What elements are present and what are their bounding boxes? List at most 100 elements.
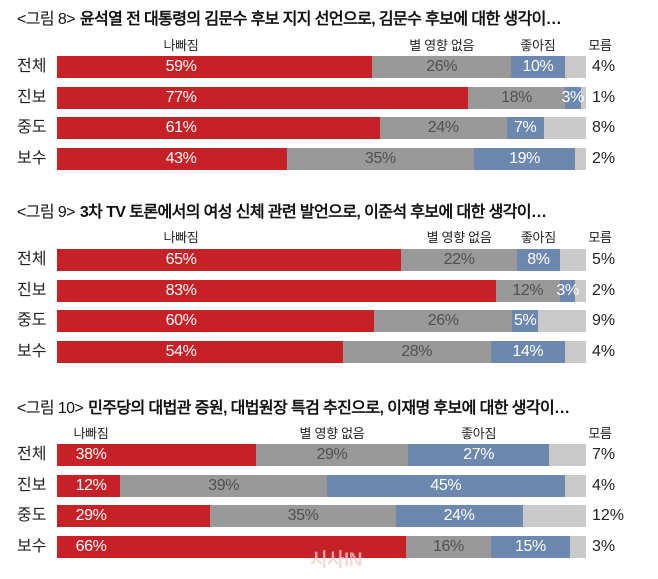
stacked-bar	[57, 444, 586, 466]
data-label-worse: 59%	[165, 58, 197, 75]
bar-segment-unknown	[543, 117, 586, 139]
bar-segment-unknown	[564, 341, 586, 363]
data-label-unknown: 12%	[592, 507, 625, 524]
category-label: 보수	[17, 150, 47, 167]
data-label-unknown: 4%	[592, 477, 616, 494]
bar-segment-no-effect	[120, 475, 327, 497]
bar-segment-no-effect	[379, 117, 507, 139]
bar-segment-unknown	[522, 505, 586, 527]
bar-segment-unknown	[580, 87, 586, 109]
data-label-unknown: 7%	[592, 446, 616, 463]
data-label-worse: 66%	[75, 538, 107, 555]
data-label-unknown: 2%	[592, 282, 616, 299]
data-label-no-effect: 18%	[501, 89, 532, 106]
data-label-better: 24%	[443, 507, 475, 524]
bar-segment-worse	[57, 249, 401, 271]
bar-segment-worse	[57, 56, 373, 78]
data-label-no-effect: 16%	[433, 538, 464, 555]
data-label-unknown: 1%	[592, 89, 616, 106]
bar-segment-better	[395, 505, 523, 527]
category-label: 중도	[17, 312, 47, 329]
data-label-better: 8%	[527, 251, 550, 268]
legend-unknown: 모름	[588, 426, 612, 441]
data-label-better: 27%	[463, 446, 495, 463]
data-label-unknown: 4%	[592, 343, 616, 360]
legend-worse: 나빠짐	[163, 230, 199, 245]
data-label-better: 45%	[430, 477, 462, 494]
legend-unknown: 모름	[588, 230, 612, 245]
bar-segment-no-effect	[256, 444, 408, 466]
bar-segment-no-effect	[496, 280, 560, 302]
bar-segment-worse	[57, 310, 375, 332]
bar-segment-unknown	[575, 280, 586, 302]
data-label-no-effect: 39%	[208, 477, 240, 494]
data-label-unknown: 3%	[592, 538, 616, 555]
bar-segment-worse	[57, 87, 469, 109]
bar-segment-better	[490, 341, 565, 363]
bar-segment-no-effect	[468, 87, 565, 109]
legend-no-effect: 별 영향 없음	[299, 426, 365, 441]
bar-segment-better	[511, 56, 565, 78]
stacked-bar	[57, 505, 586, 527]
data-label-better: 3%	[561, 89, 584, 106]
data-label-no-effect: 26%	[426, 58, 458, 75]
data-label-worse: 38%	[75, 446, 107, 463]
bar-segment-no-effect	[286, 148, 474, 170]
category-label: 보수	[17, 538, 47, 555]
data-label-no-effect: 35%	[287, 507, 319, 524]
data-label-better: 19%	[509, 150, 540, 167]
category-label: 전체	[17, 58, 47, 75]
data-label-no-effect: 12%	[512, 282, 544, 299]
data-label-no-effect: 24%	[427, 119, 459, 136]
legend-no-effect: 별 영향 없음	[409, 38, 475, 53]
data-label-worse: 43%	[165, 150, 197, 167]
figure-title: 윤석열 전 대통령의 김문수 후보 지지 선언으로, 김문수 후보에 대한 생각…	[79, 11, 562, 28]
bar-segment-better	[511, 310, 539, 332]
legend-worse: 나빠짐	[163, 38, 199, 53]
bar-segment-no-effect	[372, 56, 512, 78]
data-label-no-effect: 26%	[427, 312, 459, 329]
figure-title: 3차 TV 토론에서의 여성 신체 관련 발언으로, 이준석 후보에 대한 생각…	[79, 204, 547, 221]
bar-segment-worse	[57, 475, 121, 497]
category-label: 전체	[17, 446, 47, 463]
data-label-no-effect: 22%	[443, 251, 475, 268]
bar-segment-no-effect	[406, 536, 491, 558]
data-label-no-effect: 35%	[364, 150, 396, 167]
chart-title: <그림 10> 민주당의 대법관 증원, 대법원장 특검 추진으로, 이재명 후보…	[17, 397, 653, 421]
bar-segment-no-effect	[374, 310, 512, 332]
data-label-worse: 60%	[165, 312, 197, 329]
data-label-worse: 65%	[165, 251, 197, 268]
bar-segment-worse	[57, 341, 343, 363]
data-label-better: 7%	[513, 119, 537, 136]
bar-segment-better	[559, 280, 576, 302]
category-label: 보수	[17, 343, 47, 360]
bar-segment-unknown	[559, 249, 586, 271]
legend-better: 좋아짐	[520, 230, 556, 245]
bar-segment-unknown	[564, 56, 586, 78]
data-label-unknown: 8%	[592, 119, 616, 136]
figure-label: <그림 10>	[17, 400, 84, 417]
stacked-bar	[57, 280, 586, 302]
data-label-better: 3%	[556, 282, 579, 299]
bar-segment-no-effect	[210, 505, 396, 527]
stacked-bar	[57, 117, 586, 139]
data-label-unknown: 2%	[592, 150, 616, 167]
stacked-bar	[57, 475, 586, 497]
bar-segment-unknown	[575, 148, 586, 170]
stacked-bar	[57, 56, 586, 78]
bar-segment-better	[564, 87, 581, 109]
bar-segment-no-effect	[400, 249, 518, 271]
bar-segment-better	[506, 117, 544, 139]
bar-segment-worse	[57, 444, 257, 466]
data-label-worse: 29%	[75, 507, 107, 524]
stacked-bar	[57, 536, 586, 558]
bar-segment-no-effect	[342, 341, 491, 363]
data-label-unknown: 5%	[592, 251, 616, 268]
legend-unknown: 모름	[588, 38, 612, 53]
bar-segment-worse	[57, 536, 407, 558]
stacked-bar	[57, 249, 586, 271]
bar-segment-better	[490, 536, 571, 558]
category-label: 전체	[17, 251, 47, 268]
bar-segment-better	[473, 148, 576, 170]
data-label-better: 14%	[512, 343, 544, 360]
